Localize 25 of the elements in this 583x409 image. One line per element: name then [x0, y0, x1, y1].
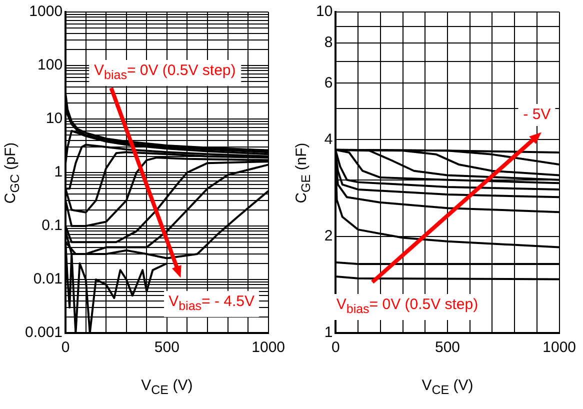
- y-tick-label: 6: [324, 74, 333, 92]
- x-tick-label: 0: [332, 339, 340, 356]
- y-tick-label: 2: [324, 228, 333, 245]
- annotation: V$_{bias}$= - 4.5V: [164, 291, 260, 318]
- y-tick-label: 0.001: [24, 324, 63, 342]
- y-tick-label: 0.1: [42, 217, 63, 234]
- x-tick-label: 0: [61, 339, 70, 356]
- y-tick-label: 10: [316, 3, 333, 20]
- y-tick-label: 1: [54, 164, 63, 181]
- y-tick-label: 1: [324, 324, 333, 342]
- y-tick-label: 1000: [29, 3, 63, 20]
- y-tick-label: 100: [38, 56, 63, 74]
- y-tick-label: 8: [324, 34, 333, 52]
- x-tick-label: 1000: [542, 339, 576, 356]
- y-tick-label: 4: [324, 130, 333, 148]
- annotation: V$_{bias}$= 0V (0.5V step): [89, 60, 241, 86]
- x-axis-title: V$_{CE}$ (V): [141, 377, 193, 397]
- y-tick-label: 10: [46, 110, 63, 128]
- y-tick-label: 0.01: [33, 270, 63, 288]
- annotation: V$_{bias}$= 0V (0.5V step): [331, 294, 484, 320]
- x-tick-label: 1000: [252, 339, 286, 356]
- x-tick-label: 500: [434, 339, 460, 356]
- x-axis-title: V$_{CE}$ (V): [422, 377, 474, 397]
- x-tick-label: 500: [154, 339, 180, 356]
- annotation: - 5V: [518, 104, 556, 126]
